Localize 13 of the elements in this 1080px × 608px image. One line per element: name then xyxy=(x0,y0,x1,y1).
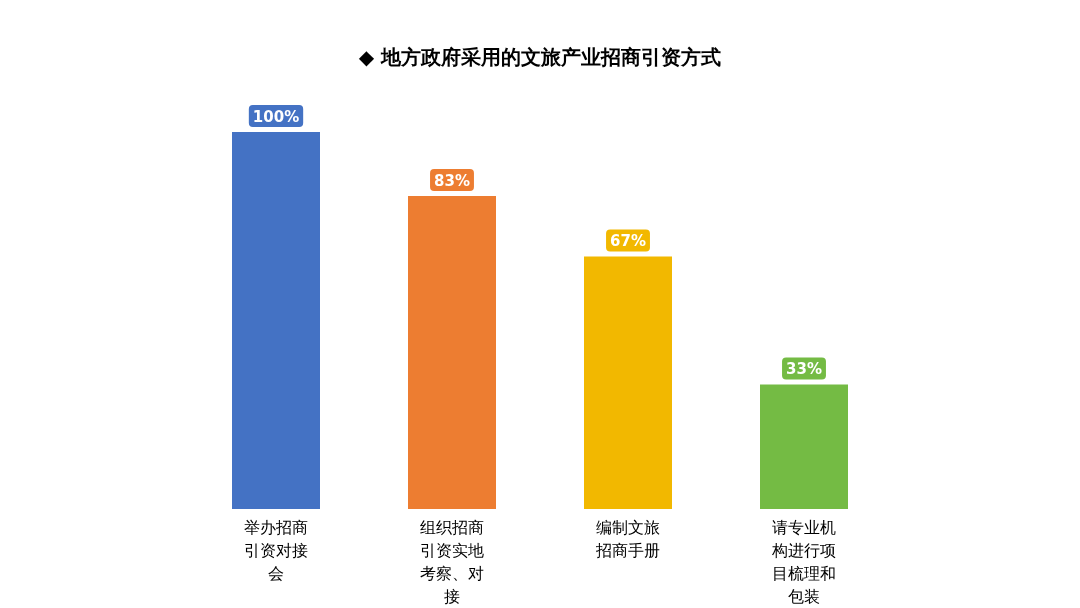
bar xyxy=(232,132,320,509)
x-tick-label: 请专业机构进行项目梳理和包装 xyxy=(771,518,836,606)
bar xyxy=(408,196,496,509)
x-tick-label: 组织招商引资实地考察、对接 xyxy=(420,518,484,606)
data-label: 83% xyxy=(434,171,470,190)
x-tick-label: 举办招商引资对接会 xyxy=(244,518,308,583)
data-label: 100% xyxy=(252,107,300,126)
chart-title: ◆ 地方政府采用的文旅产业招商引资方式 xyxy=(358,45,722,69)
data-label: 33% xyxy=(786,360,822,379)
x-tick-label: 编制文旅招商手册 xyxy=(595,518,660,560)
data-label: 67% xyxy=(610,231,646,250)
bar xyxy=(584,256,672,509)
bar xyxy=(760,384,848,509)
